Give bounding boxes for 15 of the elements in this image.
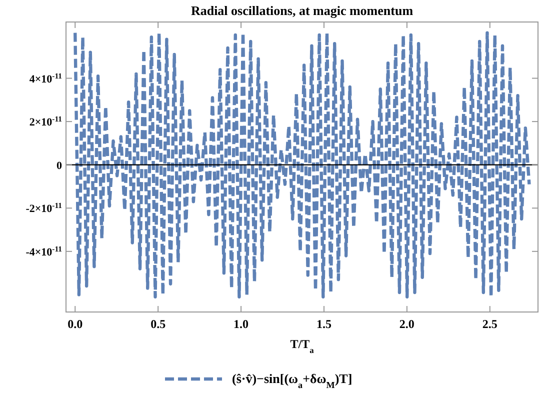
x-tick-label: 1.5 xyxy=(316,317,332,331)
x-tick-label: 2.0 xyxy=(399,317,414,331)
x-axis-title: T/T$_{a}$ xyxy=(290,337,315,354)
y-tick-label: 0 xyxy=(56,160,62,172)
line-series xyxy=(74,31,531,298)
y-tick-label: -4×10$^{-11}$ xyxy=(26,244,62,258)
x-tick-label: 0.5 xyxy=(150,317,166,331)
x-tick-label: 0.0 xyxy=(68,317,83,331)
chart-title: Radial oscillations, at magic momentum xyxy=(190,3,414,18)
y-tick-label: 4×10$^{-11}$ xyxy=(29,70,62,86)
y-tick-label: 2×10$^{-11}$ xyxy=(29,114,62,129)
x-tick-label: 2.5 xyxy=(482,317,498,331)
x-tick-label: 1.0 xyxy=(234,317,249,331)
y-tick-label: -2×10$^{-11}$ xyxy=(26,200,62,216)
legend-label: (ŝ·v̂)−sin[(ω$_{a}$+δω$_{M}$)T] xyxy=(232,371,352,390)
